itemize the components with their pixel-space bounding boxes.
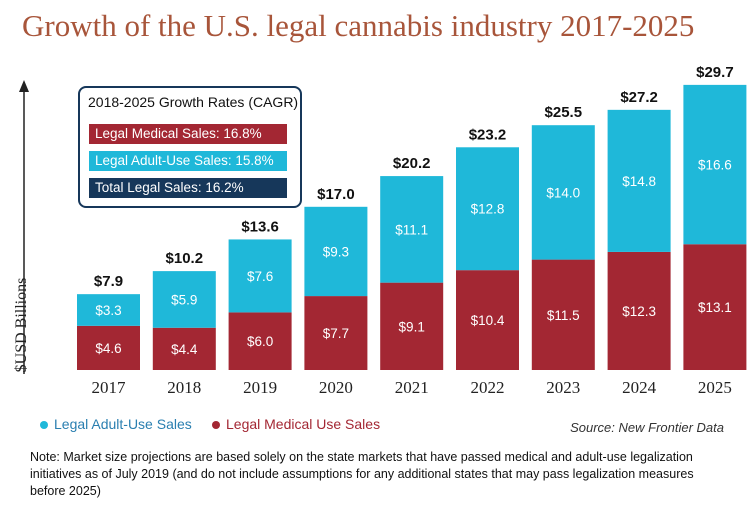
label-total-2018: $10.2 [166,250,204,267]
label-total-2021: $20.2 [393,155,431,172]
label-medical-2021: $9.1 [399,319,425,334]
legend-adult-use-dot [40,421,48,430]
label-total-2024: $27.2 [620,89,658,106]
label-total-2020: $17.0 [317,186,355,203]
footnote: Note: Market size projections are based … [30,450,694,498]
bar-adult-use-2020 [304,206,368,297]
x-tick-2025: 2025 [698,378,732,397]
x-tick-2023: 2023 [546,378,580,397]
label-total-2023: $25.5 [545,104,583,121]
label-medical-2020: $7.7 [323,326,349,341]
legend-medical-dot [212,421,220,430]
label-medical-2022: $10.4 [471,313,505,328]
x-tick-2018: 2018 [167,378,201,397]
label-adult-use-2017: $3.3 [95,303,121,318]
bar-medical-2017 [77,325,140,370]
label-adult-use-2021: $11.1 [395,222,428,237]
label-adult-use-2024: $14.8 [622,174,656,189]
cagr-total-pill: Total Legal Sales: 16.2% [89,178,287,198]
bar-adult-use-2022 [456,147,519,271]
label-medical-2024: $12.3 [622,304,656,319]
legend-medical-label: Legal Medical Use Sales [226,416,381,432]
x-tick-2024: 2024 [622,378,657,397]
x-tick-2022: 2022 [471,378,505,397]
x-tick-2020: 2020 [319,378,353,397]
legend-adult-use-label: Legal Adult-Use Sales [54,416,192,432]
bar-medical-2025 [683,244,747,370]
y-axis-arrow [19,80,29,374]
cagr-title: 2018-2025 Growth Rates (CAGR) [88,94,299,110]
bar-adult-use-2021 [380,176,444,283]
legend-adult-use: Legal Adult-Use Sales [40,416,192,432]
legend-medical: Legal Medical Use Sales [212,416,380,432]
x-tick-2021: 2021 [395,378,429,397]
bar-adult-use-2019 [228,239,292,313]
chart-title: Growth of the U.S. legal cannabis indust… [22,8,695,43]
bar-medical-2021 [380,282,444,370]
cagr-adult-use-pill: Legal Adult-Use Sales: 15.8% [89,151,287,171]
bar-adult-use-2024 [607,109,671,252]
label-medical-2017: $4.6 [95,341,121,356]
label-adult-use-2018: $5.9 [171,292,197,307]
label-adult-use-2023: $14.0 [546,185,580,200]
label-adult-use-2025: $16.6 [698,158,732,173]
x-tick-2019: 2019 [243,378,277,397]
bar-medical-2018 [152,327,216,370]
y-axis-label: $USD Billions [13,277,30,373]
x-tick-2017: 2017 [92,378,127,397]
label-adult-use-2020: $9.3 [323,244,349,259]
source-text: Source: New Frontier Data [570,420,724,435]
bar-medical-2020 [304,296,368,370]
bar-adult-use-2018 [152,271,216,328]
label-total-2022: $23.2 [469,126,507,143]
bar-adult-use-2023 [531,125,595,260]
label-total-2019: $13.6 [241,218,279,235]
bar-adult-use-2025 [683,84,747,245]
label-medical-2025: $13.1 [698,300,732,315]
label-medical-2023: $11.5 [547,308,580,323]
bar-medical-2023 [531,259,595,370]
label-adult-use-2022: $12.8 [471,202,505,217]
label-total-2025: $29.7 [696,64,734,81]
cagr-medical-pill: Legal Medical Sales: 16.8% [89,124,287,144]
bar-adult-use-2017 [77,294,140,326]
bar-medical-2019 [228,312,292,370]
bar-medical-2022 [456,270,519,370]
label-adult-use-2019: $7.6 [247,269,273,284]
bar-medical-2024 [607,251,671,370]
label-total-2017: $7.9 [94,273,123,290]
label-medical-2019: $6.0 [247,334,273,349]
cagr-box: 2018-2025 Growth Rates (CAGR) Legal Medi… [78,86,302,208]
label-medical-2018: $4.4 [171,342,198,357]
